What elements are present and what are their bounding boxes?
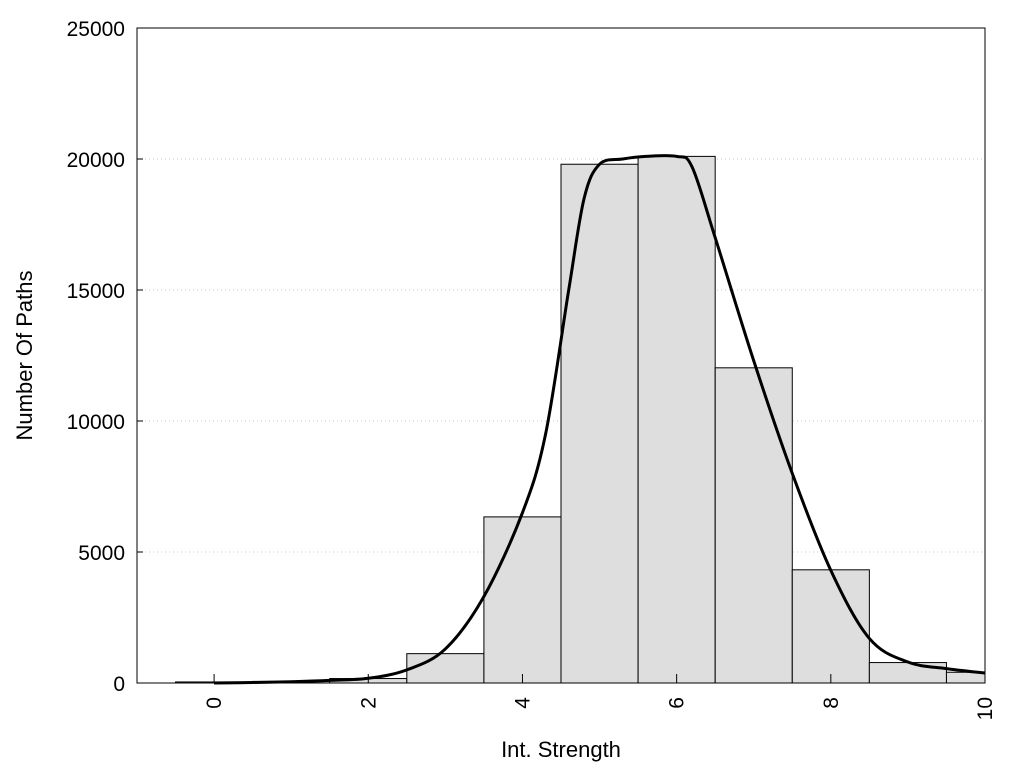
histogram-bar <box>560 163 639 684</box>
density-curve <box>214 153 986 685</box>
x-tick-label: 4 <box>511 697 534 709</box>
histogram-bars <box>175 155 986 684</box>
histogram-bar <box>868 662 947 684</box>
density-curve-line <box>214 153 986 685</box>
histogram-bar <box>406 653 485 684</box>
histogram-bar <box>791 569 870 684</box>
histogram-bar <box>637 155 716 684</box>
histogram-bar <box>714 367 793 684</box>
y-tick-label: 5000 <box>78 542 125 565</box>
x-tick-label: 2 <box>357 697 380 709</box>
x-axis-label: Int. Strength <box>501 737 621 762</box>
y-tick-label: 25000 <box>67 18 125 41</box>
y-tick-label: 20000 <box>67 149 125 172</box>
x-tick-label: 6 <box>666 697 689 709</box>
x-tick-label: 10 <box>974 697 997 720</box>
y-axis-label: Number Of Paths <box>12 271 37 441</box>
y-tick-label: 10000 <box>67 411 125 434</box>
x-tick-label: 0 <box>203 697 226 709</box>
axis-ticks: 0 5000 10000 15000 20000 25000 0 2 4 6 8 10 <box>67 18 997 720</box>
y-tick-label: 15000 <box>67 280 125 303</box>
x-tick-label: 8 <box>820 697 843 709</box>
histogram-bar <box>483 516 562 684</box>
plot-area-frame <box>136 27 986 684</box>
y-tick-label: 0 <box>113 673 125 696</box>
